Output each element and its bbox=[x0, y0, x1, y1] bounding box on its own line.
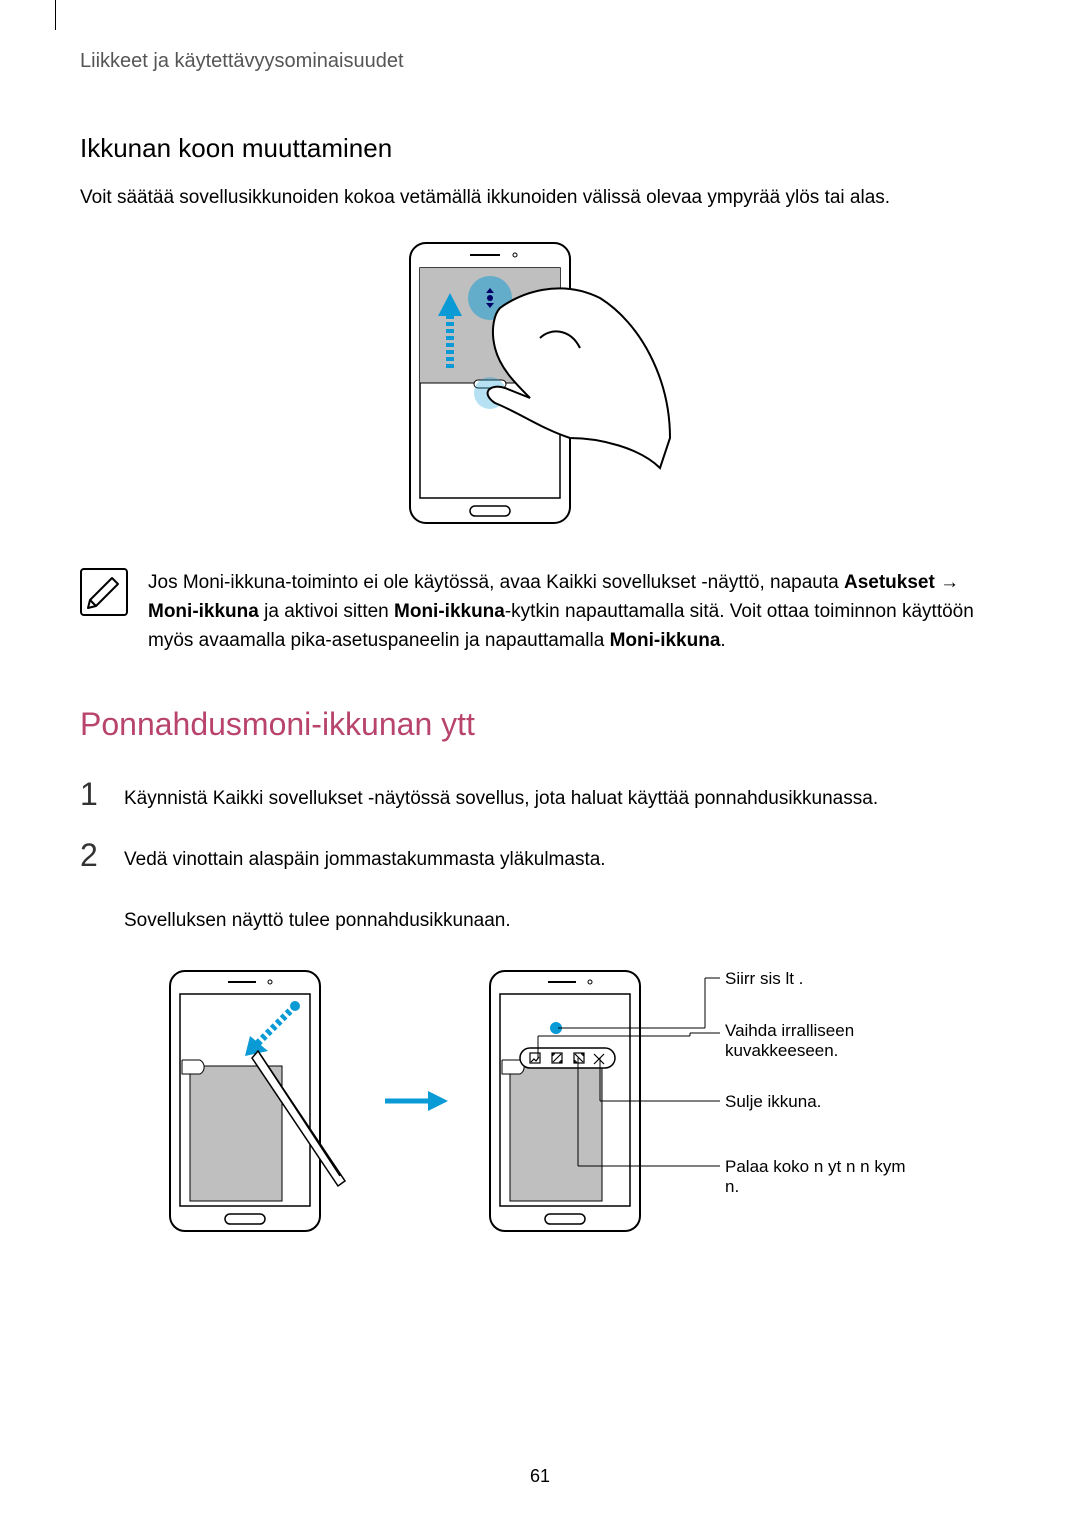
callout-3: Sulje ikkuna. bbox=[725, 1092, 821, 1112]
phone-left-svg bbox=[160, 966, 350, 1236]
note-icon bbox=[80, 568, 128, 616]
illustration-resize-window bbox=[80, 238, 1000, 528]
step-2a: Vedä vinottain alaspäin jommastakummasta… bbox=[124, 849, 606, 870]
section1-heading: Ikkunan koon muuttaminen bbox=[80, 133, 1000, 164]
callout-2b: kuvakkeeseen. bbox=[725, 1041, 838, 1060]
note-bold4: Moni-ikkuna bbox=[610, 630, 721, 651]
step-1-num: 1 bbox=[80, 778, 104, 810]
section1-body: Voit säätää sovellusikkunoiden kokoa vet… bbox=[80, 184, 1000, 213]
step-2-text: Vedä vinottain alaspäin jommastakummasta… bbox=[124, 839, 606, 936]
section2-heading: Ponnahdusmoni-ikkunan ytt bbox=[80, 706, 1000, 743]
note-bold3: Moni-ikkuna bbox=[394, 601, 505, 622]
note-box: Jos Moni-ikkuna-toiminto ei ole käytössä… bbox=[80, 568, 1000, 656]
note-bold2: Moni-ikkuna bbox=[148, 601, 259, 622]
step-1: 1 Käynnistä Kaikki sovellukset -näytössä… bbox=[80, 778, 1000, 814]
page-number: 61 bbox=[0, 1466, 1080, 1487]
header-margin-line bbox=[55, 0, 56, 30]
note-arrow: → bbox=[935, 572, 959, 593]
breadcrumb: Liikkeet ja käytettävyysominaisuudet bbox=[80, 50, 1000, 73]
note-mid: ja aktivoi sitten bbox=[259, 601, 394, 622]
phone-resize-svg bbox=[400, 238, 680, 528]
arrow-between-icon bbox=[380, 1081, 450, 1121]
callout-2: Vaihda irralliseen kuvakkeeseen. bbox=[725, 1021, 854, 1061]
step-2-num: 2 bbox=[80, 839, 104, 871]
note-pre: Jos Moni-ikkuna-toiminto ei ole käytössä… bbox=[148, 572, 844, 593]
callout-4: Palaa koko n yt n n kym n. bbox=[725, 1157, 920, 1197]
step-2b: Sovelluksen näyttö tulee ponnahdusikkuna… bbox=[124, 910, 511, 931]
note-bold1: Asetukset bbox=[844, 572, 935, 593]
callout-2a: Vaihda irralliseen bbox=[725, 1021, 854, 1040]
illustration-popup-row: Siirr sis lt . Vaihda irralliseen kuvakk… bbox=[80, 966, 1000, 1236]
callout-1: Siirr sis lt . bbox=[725, 969, 803, 989]
phone-right-wrap: Siirr sis lt . Vaihda irralliseen kuvakk… bbox=[480, 966, 920, 1236]
note-period: . bbox=[720, 630, 725, 651]
step-1-text: Käynnistä Kaikki sovellukset -näytössä s… bbox=[124, 778, 878, 814]
step-2: 2 Vedä vinottain alaspäin jommastakummas… bbox=[80, 839, 1000, 936]
note-text: Jos Moni-ikkuna-toiminto ei ole käytössä… bbox=[148, 568, 1000, 656]
